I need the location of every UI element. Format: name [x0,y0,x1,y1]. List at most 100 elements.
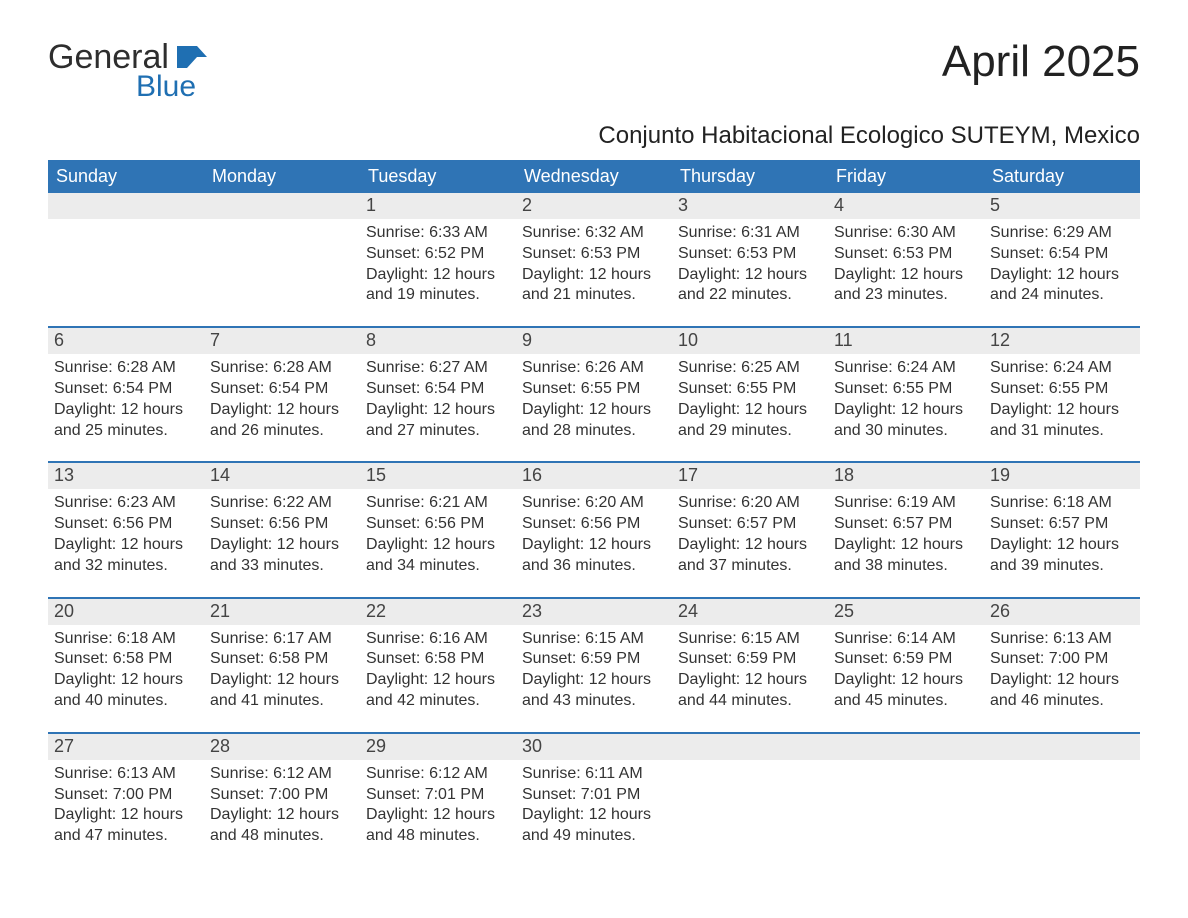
day-number: 3 [672,193,828,219]
sunset-line: Sunset: 7:00 PM [54,785,198,806]
sunrise-line: Sunrise: 6:24 AM [990,358,1134,379]
daylight-line-1: Daylight: 12 hours [522,400,666,421]
sunset-line: Sunset: 6:57 PM [834,514,978,535]
daylight-line-2: and 48 minutes. [366,826,510,847]
day-number: 7 [204,328,360,354]
day-body: Sunrise: 6:20 AMSunset: 6:57 PMDaylight:… [672,489,828,584]
day-number: 25 [828,599,984,625]
day-number: 29 [360,734,516,760]
day-number [984,734,1140,760]
daylight-line-1: Daylight: 12 hours [366,670,510,691]
calendar-day: 13Sunrise: 6:23 AMSunset: 6:56 PMDayligh… [48,463,204,584]
sunrise-line: Sunrise: 6:20 AM [522,493,666,514]
calendar-day: 23Sunrise: 6:15 AMSunset: 6:59 PMDayligh… [516,599,672,720]
daylight-line-2: and 34 minutes. [366,556,510,577]
daylight-line-1: Daylight: 12 hours [366,265,510,286]
day-number: 20 [48,599,204,625]
daylight-line-1: Daylight: 12 hours [678,265,822,286]
daylight-line-2: and 32 minutes. [54,556,198,577]
week-row: 1Sunrise: 6:33 AMSunset: 6:52 PMDaylight… [48,193,1140,314]
day-body: Sunrise: 6:17 AMSunset: 6:58 PMDaylight:… [204,625,360,720]
sunset-line: Sunset: 6:54 PM [54,379,198,400]
page-title: April 2025 [942,40,1140,84]
daylight-line-1: Daylight: 12 hours [210,805,354,826]
day-number: 30 [516,734,672,760]
day-number [828,734,984,760]
daylight-line-1: Daylight: 12 hours [834,265,978,286]
day-body: Sunrise: 6:15 AMSunset: 6:59 PMDaylight:… [516,625,672,720]
location-subtitle: Conjunto Habitacional Ecologico SUTEYM, … [48,122,1140,150]
calendar-day: 11Sunrise: 6:24 AMSunset: 6:55 PMDayligh… [828,328,984,449]
day-body: Sunrise: 6:21 AMSunset: 6:56 PMDaylight:… [360,489,516,584]
day-number: 21 [204,599,360,625]
calendar-day: 26Sunrise: 6:13 AMSunset: 7:00 PMDayligh… [984,599,1140,720]
daylight-line-2: and 23 minutes. [834,285,978,306]
sunset-line: Sunset: 6:52 PM [366,244,510,265]
daylight-line-1: Daylight: 12 hours [210,670,354,691]
sunrise-line: Sunrise: 6:18 AM [990,493,1134,514]
sunrise-line: Sunrise: 6:28 AM [210,358,354,379]
day-body [204,219,360,231]
sunrise-line: Sunrise: 6:24 AM [834,358,978,379]
daylight-line-2: and 45 minutes. [834,691,978,712]
daylight-line-2: and 30 minutes. [834,421,978,442]
day-body: Sunrise: 6:25 AMSunset: 6:55 PMDaylight:… [672,354,828,449]
calendar-day [984,734,1140,855]
daylight-line-2: and 24 minutes. [990,285,1134,306]
calendar-day: 18Sunrise: 6:19 AMSunset: 6:57 PMDayligh… [828,463,984,584]
calendar-day: 29Sunrise: 6:12 AMSunset: 7:01 PMDayligh… [360,734,516,855]
daylight-line-2: and 41 minutes. [210,691,354,712]
dow-thursday: Thursday [672,160,828,193]
daylight-line-1: Daylight: 12 hours [366,400,510,421]
daylight-line-1: Daylight: 12 hours [210,400,354,421]
day-body [828,760,984,772]
daylight-line-1: Daylight: 12 hours [990,400,1134,421]
sunset-line: Sunset: 6:55 PM [990,379,1134,400]
daylight-line-2: and 47 minutes. [54,826,198,847]
day-body: Sunrise: 6:13 AMSunset: 7:00 PMDaylight:… [48,760,204,855]
sunrise-line: Sunrise: 6:12 AM [210,764,354,785]
daylight-line-1: Daylight: 12 hours [834,400,978,421]
sunset-line: Sunset: 6:55 PM [522,379,666,400]
daylight-line-1: Daylight: 12 hours [210,535,354,556]
calendar-day [204,193,360,314]
daylight-line-2: and 25 minutes. [54,421,198,442]
day-body: Sunrise: 6:14 AMSunset: 6:59 PMDaylight:… [828,625,984,720]
sunset-line: Sunset: 6:58 PM [210,649,354,670]
day-number: 24 [672,599,828,625]
daylight-line-1: Daylight: 12 hours [990,670,1134,691]
sunset-line: Sunset: 7:01 PM [522,785,666,806]
daylight-line-2: and 33 minutes. [210,556,354,577]
calendar-day: 21Sunrise: 6:17 AMSunset: 6:58 PMDayligh… [204,599,360,720]
daylight-line-1: Daylight: 12 hours [678,670,822,691]
sunrise-line: Sunrise: 6:12 AM [366,764,510,785]
sunset-line: Sunset: 6:57 PM [678,514,822,535]
day-number: 18 [828,463,984,489]
day-number: 10 [672,328,828,354]
day-body: Sunrise: 6:28 AMSunset: 6:54 PMDaylight:… [204,354,360,449]
sunrise-line: Sunrise: 6:16 AM [366,629,510,650]
day-of-week-header: SundayMondayTuesdayWednesdayThursdayFrid… [48,160,1140,193]
day-body: Sunrise: 6:30 AMSunset: 6:53 PMDaylight:… [828,219,984,314]
daylight-line-2: and 42 minutes. [366,691,510,712]
calendar-day: 2Sunrise: 6:32 AMSunset: 6:53 PMDaylight… [516,193,672,314]
day-body: Sunrise: 6:29 AMSunset: 6:54 PMDaylight:… [984,219,1140,314]
dow-tuesday: Tuesday [360,160,516,193]
daylight-line-2: and 27 minutes. [366,421,510,442]
sunrise-line: Sunrise: 6:25 AM [678,358,822,379]
sunrise-line: Sunrise: 6:15 AM [678,629,822,650]
calendar-day: 27Sunrise: 6:13 AMSunset: 7:00 PMDayligh… [48,734,204,855]
daylight-line-1: Daylight: 12 hours [522,670,666,691]
daylight-line-1: Daylight: 12 hours [366,535,510,556]
day-number: 9 [516,328,672,354]
daylight-line-1: Daylight: 12 hours [54,400,198,421]
sunrise-line: Sunrise: 6:28 AM [54,358,198,379]
daylight-line-2: and 40 minutes. [54,691,198,712]
week-row: 20Sunrise: 6:18 AMSunset: 6:58 PMDayligh… [48,597,1140,720]
sunset-line: Sunset: 6:56 PM [210,514,354,535]
day-body: Sunrise: 6:16 AMSunset: 6:58 PMDaylight:… [360,625,516,720]
calendar-day: 28Sunrise: 6:12 AMSunset: 7:00 PMDayligh… [204,734,360,855]
daylight-line-2: and 43 minutes. [522,691,666,712]
day-body: Sunrise: 6:11 AMSunset: 7:01 PMDaylight:… [516,760,672,855]
calendar-day: 16Sunrise: 6:20 AMSunset: 6:56 PMDayligh… [516,463,672,584]
